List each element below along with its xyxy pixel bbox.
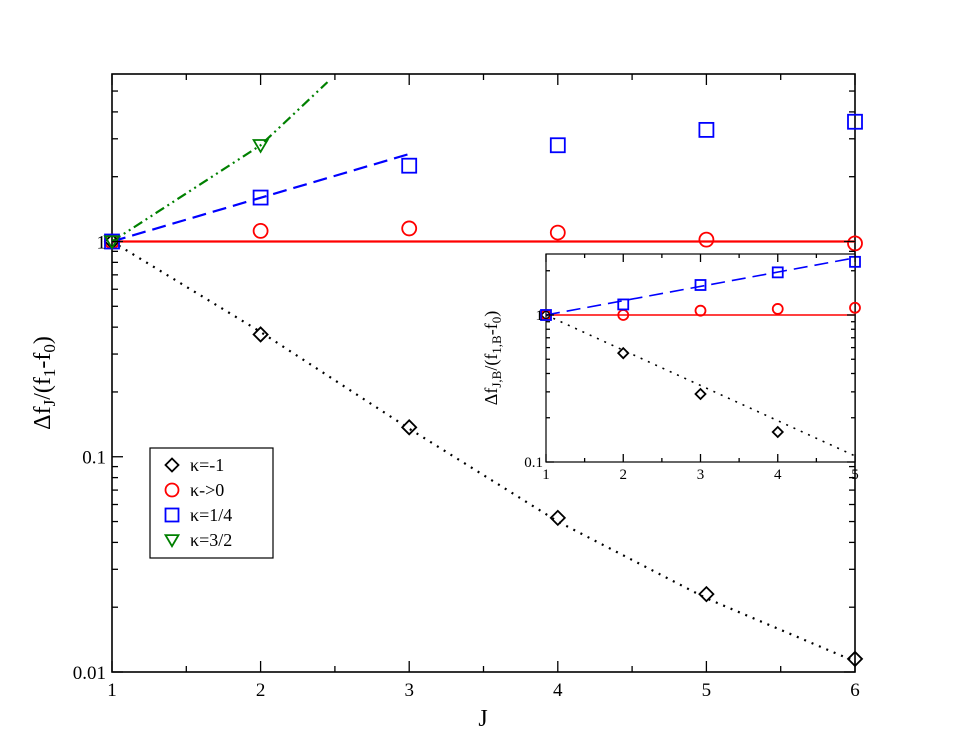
- legend: κ=-1 κ->0 κ=1/4 κ=3/2: [149, 447, 274, 559]
- main-x-axis-ticks: 1 2 3 4 5 6: [107, 74, 860, 701]
- data-point-series-2: [549, 137, 566, 154]
- data-point-series-3: [252, 139, 270, 154]
- y-tick-label: 0.1: [82, 448, 106, 469]
- main-x-axis-label: J: [478, 706, 487, 732]
- x-tick-label: 4: [553, 680, 563, 701]
- x-tick-label: 2: [256, 680, 266, 701]
- legend-label-3: κ=3/2: [190, 530, 232, 550]
- main-y-axis-label: ΔfJ/(f1-f0): [30, 336, 59, 430]
- data-point-series-3: [103, 235, 121, 250]
- inset-y-axis-ticks: 0.11: [524, 270, 855, 471]
- data-point-series-1: [401, 220, 418, 237]
- x-tick-label: 3: [404, 680, 414, 701]
- main-data-points: [103, 113, 864, 668]
- fit-line-series-2: [546, 257, 855, 316]
- data-point-series-1: [771, 303, 784, 315]
- x-tick-label: 2: [620, 467, 628, 483]
- inset-y-axis-label: ΔfJ,B/(f1,B-f0): [481, 311, 504, 405]
- y-tick-label: 1: [97, 232, 107, 253]
- x-tick-label: 5: [702, 680, 712, 701]
- x-tick-label: 4: [774, 467, 782, 483]
- y-tick-label: 1: [536, 308, 544, 324]
- data-point-series-1: [549, 224, 566, 241]
- legend-label-2: κ=1/4: [190, 505, 232, 525]
- inset-background: [546, 254, 855, 462]
- legend-marker-3: [163, 534, 181, 548]
- y-tick-label: 0.1: [524, 455, 543, 471]
- x-tick-label: 3: [697, 467, 705, 483]
- fit-line-series-2: [112, 152, 410, 243]
- data-point-series-2: [694, 279, 707, 291]
- x-tick-label: 1: [542, 467, 550, 483]
- data-point-series-0: [616, 346, 630, 360]
- x-tick-label: 6: [850, 680, 860, 701]
- x-tick-label: 1: [107, 680, 117, 701]
- data-point-series-2: [401, 157, 418, 174]
- data-point-series-2: [252, 189, 269, 206]
- data-point-series-2: [847, 113, 863, 130]
- y-tick-label: 0.01: [73, 663, 106, 684]
- data-point-series-1: [847, 235, 863, 252]
- fit-line-series-0: [112, 240, 855, 663]
- legend-marker-0: [164, 457, 180, 473]
- data-point-series-1: [698, 231, 715, 248]
- data-point-series-2: [698, 121, 715, 138]
- x-tick-label: 5: [851, 467, 859, 483]
- legend-marker-1: [164, 482, 180, 498]
- inset-data-points: [539, 255, 861, 439]
- legend-label-0: κ=-1: [190, 455, 224, 475]
- legend-label-1: κ->0: [190, 480, 224, 500]
- data-point-series-1: [849, 301, 861, 314]
- data-point-series-0: [549, 509, 567, 527]
- data-point-series-2: [771, 266, 784, 279]
- fit-line-series-0: [546, 314, 855, 457]
- data-point-series-0: [694, 387, 707, 401]
- inset-x-axis-ticks: 1 2 3 4 5: [542, 254, 859, 483]
- data-point-series-0: [400, 419, 418, 436]
- fit-line-series-3: [112, 81, 329, 243]
- data-point-series-0: [252, 326, 269, 343]
- main-y-axis-ticks: 0.010.11: [73, 90, 855, 684]
- data-point-series-0: [771, 425, 785, 439]
- legend-box: [149, 447, 274, 559]
- data-point-series-2: [617, 298, 630, 311]
- data-point-series-0: [698, 585, 715, 603]
- legend-marker-2: [164, 507, 180, 523]
- data-point-series-1: [252, 223, 269, 239]
- data-point-series-1: [694, 304, 707, 317]
- main-fit-lines: [112, 81, 855, 663]
